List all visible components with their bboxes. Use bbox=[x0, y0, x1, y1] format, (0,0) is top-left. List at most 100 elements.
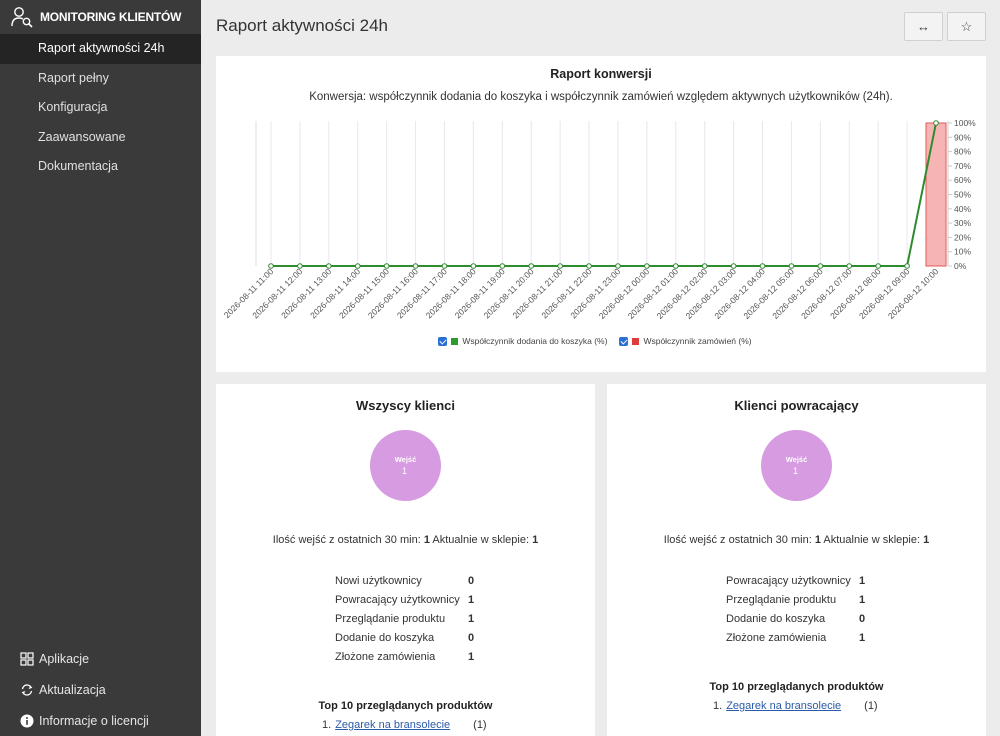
summary-entries-value: 1 bbox=[814, 534, 821, 546]
y-tick-label: 40% bbox=[954, 204, 971, 214]
stat-label: Przeglądanie produktu bbox=[726, 593, 837, 606]
top-product-link[interactable]: Zegarek na bransolecie bbox=[726, 700, 842, 712]
y-tick-label: 80% bbox=[954, 147, 971, 157]
data-point bbox=[470, 263, 477, 269]
x-tick-label: 2026-08-12 09:00 bbox=[857, 266, 912, 321]
all-clients-card: Wszyscy klienci Wejść 1 Ilość wejść z os… bbox=[216, 384, 595, 736]
conversion-chart: 0% 10% 20% 30% 40% 50% 60% 70% 80% 90% 100% 2026-08… bbox=[222, 118, 976, 321]
top-products-title: Top 10 przeglądanych produktów bbox=[318, 700, 493, 712]
summary-entries-label: Ilość wejść z ostatnich 30 min: bbox=[663, 534, 812, 546]
legend-entry-orders[interactable]: Współczynnik zamówień (%) bbox=[619, 336, 752, 346]
data-point bbox=[499, 263, 506, 269]
stat-value: 1 bbox=[468, 593, 475, 606]
sidebar-item-apps[interactable]: Aplikacje bbox=[0, 643, 201, 674]
top-product-item: 1. Zegarek na bransolecie (1) bbox=[713, 700, 878, 712]
x-tick-label: 2026-08-12 03:00 bbox=[683, 266, 738, 321]
brand-title: MONITORING KLIENTÓW bbox=[40, 10, 182, 24]
legend-checkbox-cart[interactable] bbox=[438, 336, 448, 346]
data-point bbox=[586, 263, 592, 269]
data-point bbox=[354, 263, 361, 269]
sidebar-item-update[interactable]: Aktualizacja bbox=[0, 674, 201, 705]
legend-entry-cart[interactable]: Współczynnik dodania do koszyka (%) bbox=[438, 336, 607, 346]
x-tick-label: 2026-08-11 16:00 bbox=[366, 266, 420, 320]
stat-label: Nowi użytkownicy bbox=[335, 574, 422, 587]
stat-value: 0 bbox=[468, 574, 475, 587]
sidebar-item-activity-report[interactable]: Raport aktywności 24h bbox=[0, 34, 201, 64]
brand[interactable]: MONITORING KLIENTÓW bbox=[0, 0, 201, 34]
y-tick-label: 10% bbox=[954, 247, 971, 257]
expand-icon: ↔ bbox=[917, 19, 930, 34]
x-tick-label: 2026-08-11 13:00 bbox=[279, 266, 333, 320]
y-tick-label: 90% bbox=[954, 132, 971, 142]
stat-value: 1 bbox=[859, 593, 866, 606]
entries-bubble-value: 1 bbox=[792, 466, 800, 476]
x-tick-label: 2026-08-11 23:00 bbox=[568, 266, 622, 320]
sidebar: MONITORING KLIENTÓW Raport aktywności 24… bbox=[0, 0, 201, 736]
legend-checkbox-orders[interactable] bbox=[619, 336, 629, 346]
main-content: Raport aktywności 24h ↔ ☆ Raport konwers… bbox=[201, 0, 1000, 736]
top-product-count: (1) bbox=[473, 719, 487, 731]
top-product-rank: 1. bbox=[322, 719, 332, 731]
returning-clients-card: Klienci powracający Wejść 1 Ilość wejść … bbox=[607, 384, 986, 736]
top-product-rank: 1. bbox=[713, 700, 723, 712]
entries-bubble-label: Wejść bbox=[394, 455, 417, 464]
sidebar-item-advanced[interactable]: Zaawansowane bbox=[38, 129, 126, 144]
stat-label: Dodanie do koszyka bbox=[335, 631, 435, 644]
x-tick-label: 2026-08-11 14:00 bbox=[308, 266, 362, 320]
conversion-report-card: Raport konwersji Konwersja: współczynnik… bbox=[216, 56, 986, 372]
stat-label: Złożone zamówienia bbox=[335, 650, 436, 663]
top-product-link[interactable]: Zegarek na bransolecie bbox=[335, 719, 451, 731]
stat-label: Powracający użytkownicy bbox=[726, 574, 851, 587]
x-tick-label: 2026-08-11 21:00 bbox=[510, 266, 564, 320]
summary-now-label: Aktualnie w sklepie: bbox=[432, 534, 529, 546]
summary-line: Ilość wejść z ostatnich 30 min: 1 Aktual… bbox=[216, 534, 595, 546]
x-tick-label: 2026-08-12 04:00 bbox=[712, 266, 767, 321]
y-tick-label: 0% bbox=[954, 261, 967, 271]
favorite-button[interactable]: ☆ bbox=[947, 12, 986, 41]
top-products-title: Top 10 przeglądanych produktów bbox=[709, 681, 884, 693]
stats-row: Złożone zamówienia 1 bbox=[335, 647, 474, 666]
data-point bbox=[701, 263, 708, 269]
x-tick-label: 2026-08-12 08:00 bbox=[828, 266, 883, 321]
x-tick-label: 2026-08-12 06:00 bbox=[770, 266, 825, 321]
legend-label-orders: Współczynnik zamówień (%) bbox=[643, 336, 752, 346]
stats-row: Dodanie do koszyka 0 bbox=[726, 609, 865, 628]
x-tick-label: 2026-08-12 01:00 bbox=[626, 266, 681, 321]
data-point bbox=[875, 263, 881, 269]
x-tick-label: 2026-08-12 00:00 bbox=[597, 266, 652, 321]
chart-legend: Współczynnik dodania do koszyka (%) Wspó… bbox=[216, 336, 986, 346]
data-point bbox=[615, 263, 621, 269]
stats-table: Powracający użytkownicy 1 Przeglądanie pr… bbox=[726, 571, 865, 647]
expand-button[interactable]: ↔ bbox=[904, 12, 943, 41]
data-point bbox=[933, 120, 939, 126]
data-point bbox=[383, 263, 390, 269]
data-point bbox=[904, 263, 910, 269]
sidebar-item-full-report[interactable]: Raport pełny bbox=[38, 70, 109, 85]
data-point bbox=[268, 263, 274, 269]
legend-label-cart: Współczynnik dodania do koszyka (%) bbox=[462, 336, 608, 346]
stats-row: Nowi użytkownicy 0 bbox=[335, 571, 474, 590]
conversion-subtitle: Konwersja: współczynnik dodania do koszy… bbox=[309, 91, 893, 103]
y-tick-label: 100% bbox=[954, 118, 976, 128]
stats-row: Złożone zamówienia 1 bbox=[726, 628, 865, 647]
conversion-title: Raport konwersji bbox=[550, 67, 652, 81]
y-tick-label: 60% bbox=[954, 175, 971, 185]
sidebar-item-apps-label: Aplikacje bbox=[39, 651, 90, 666]
x-tick-label: 2026-08-12 02:00 bbox=[655, 266, 710, 321]
x-tick-label: 2026-08-11 12:00 bbox=[250, 266, 304, 320]
stat-value: 1 bbox=[859, 574, 866, 587]
stat-label: Dodanie do koszyka bbox=[726, 612, 826, 625]
refresh-icon bbox=[21, 683, 33, 696]
y-tick-label: 20% bbox=[954, 232, 971, 242]
summary-now-label: Aktualnie w sklepie: bbox=[823, 534, 920, 546]
summary-now-value: 1 bbox=[923, 534, 930, 546]
sidebar-item-configuration[interactable]: Konfiguracja bbox=[38, 100, 108, 114]
x-tick-label: 2026-08-11 18:00 bbox=[424, 266, 478, 320]
sidebar-item-license[interactable]: Informacje o licencji bbox=[0, 705, 201, 736]
all-clients-title: Wszyscy klienci bbox=[356, 398, 455, 413]
data-point bbox=[644, 263, 650, 269]
entries-bubble-label: Wejść bbox=[785, 455, 808, 464]
legend-swatch-cart bbox=[451, 337, 459, 345]
sidebar-item-documentation[interactable]: Dokumentacja bbox=[38, 159, 118, 173]
stats-row: Przeglądanie produktu 1 bbox=[335, 609, 474, 628]
